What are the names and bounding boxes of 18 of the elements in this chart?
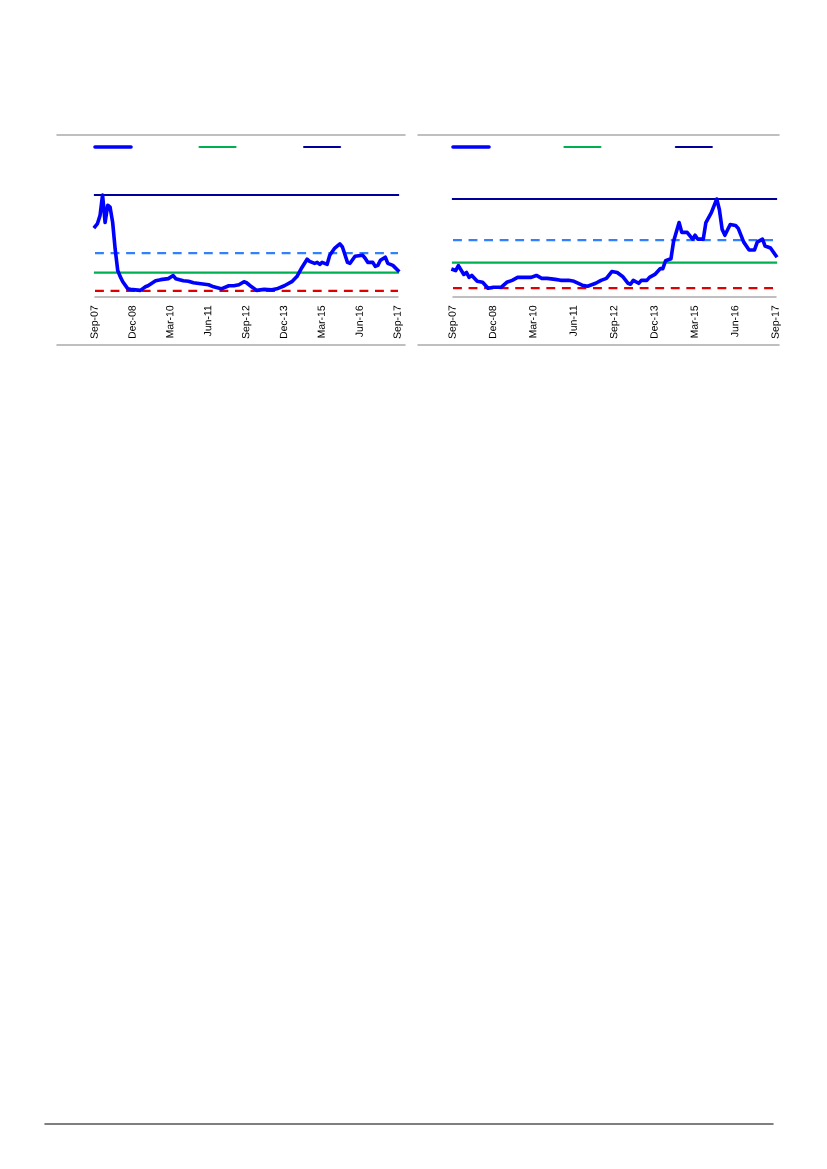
x-tick-label: Mar-15 [317, 305, 325, 338]
x-tick-label: Sep-17 [771, 305, 781, 339]
x-tick-label: Sep-12 [609, 305, 620, 339]
x-tick-label: Jun-16 [731, 305, 739, 338]
x-tick-label: Dec-08 [488, 305, 497, 339]
x-tick-label: Dec-08 [128, 305, 136, 339]
x-tick-label: Sep-07 [448, 305, 458, 339]
x-tick-label: Jun-16 [355, 305, 363, 338]
x-tick-label: Jun-11 [569, 305, 577, 337]
x-tick-label: Mar-15 [690, 305, 698, 338]
x-tick-label: Dec-13 [279, 305, 288, 339]
x-tick-label: Sep-12 [241, 305, 252, 339]
x-tick-label: Mar-10 [166, 305, 174, 338]
x-tick-label: Mar-10 [529, 305, 537, 338]
x-tick-label: Sep-17 [393, 305, 403, 339]
x-tick-label: Jun-11 [204, 305, 212, 337]
x-tick-label: Sep-07 [90, 305, 100, 339]
x-tick-label: Dec-13 [650, 305, 658, 339]
